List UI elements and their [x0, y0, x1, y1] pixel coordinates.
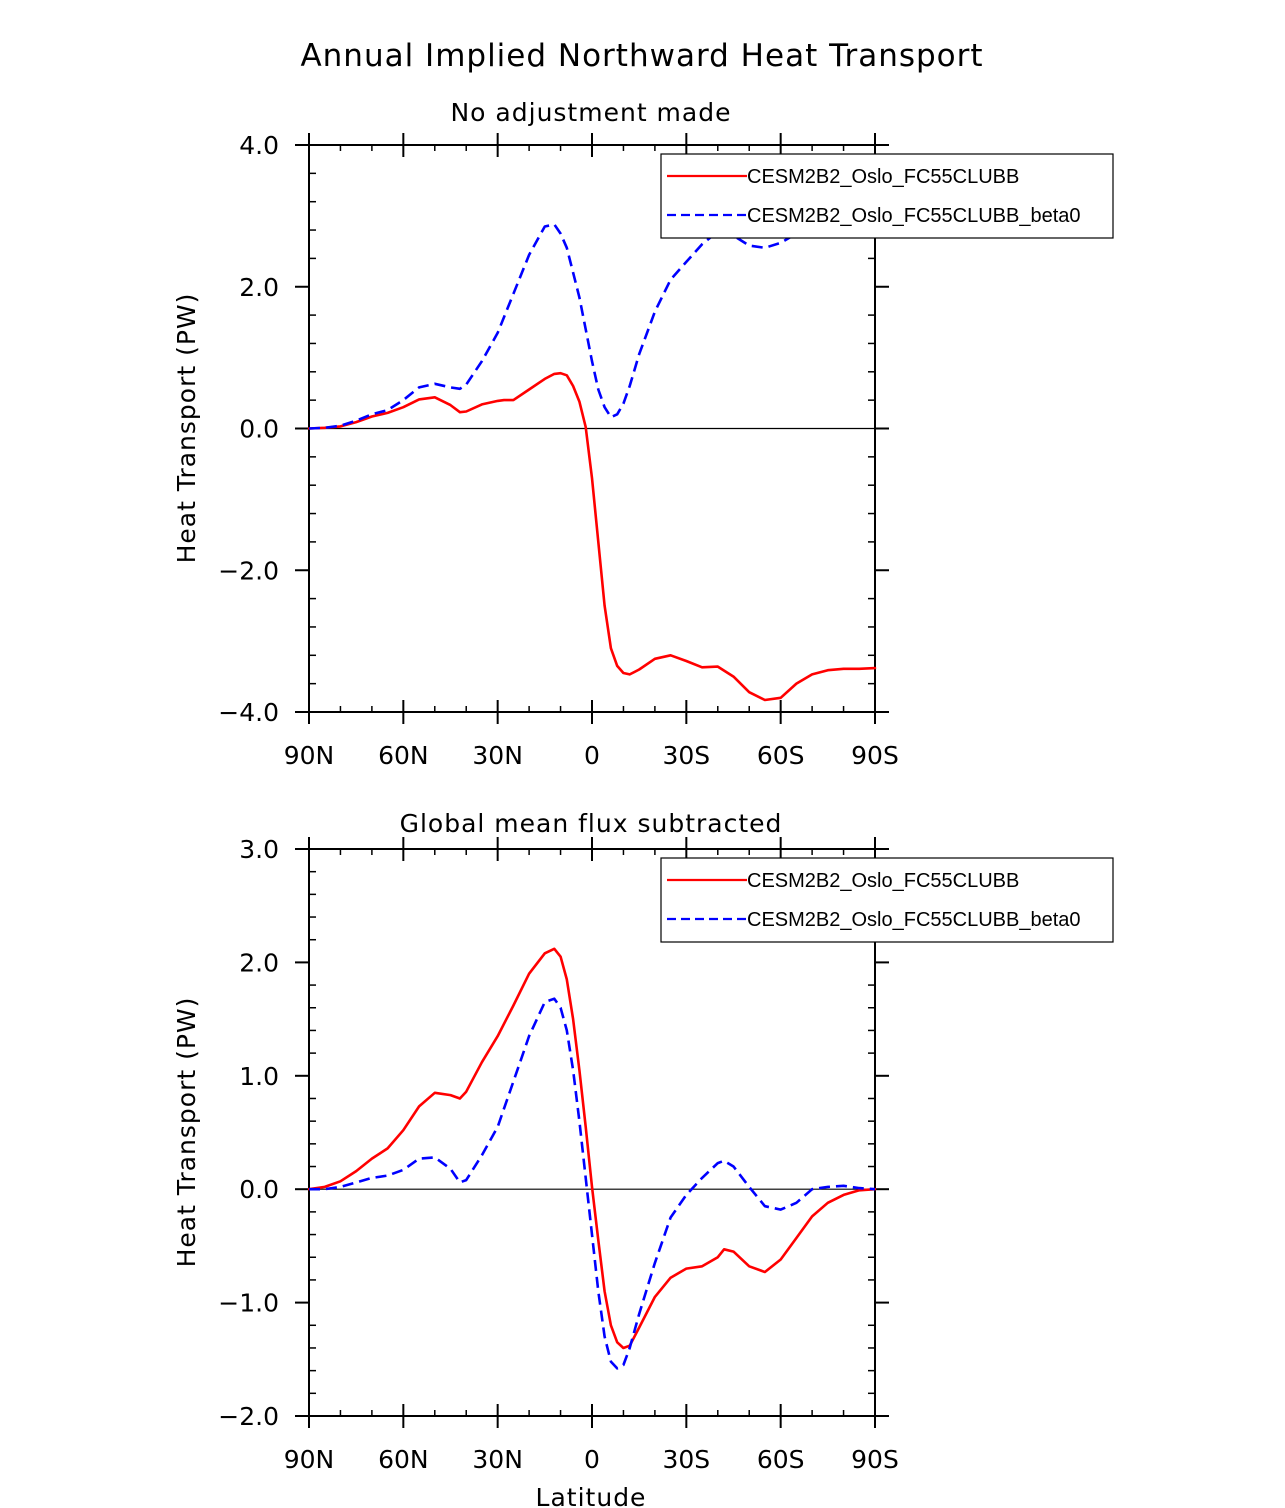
x-tick-label: 30N	[472, 1445, 523, 1474]
series-line-clubb	[307, 371, 877, 702]
x-tick-label: 60S	[757, 1445, 805, 1474]
panel-title: No adjustment made	[450, 98, 731, 127]
legend-label: CESM2B2_Oslo_FC55CLUBB_beta0	[747, 909, 1081, 931]
series-line-clubb-beta0	[309, 997, 876, 1370]
panel-no-adjustment: No adjustment made Heat Transport (PW) 9…	[172, 98, 1114, 770]
y-tick-label: −4.0	[218, 698, 279, 727]
x-tick-label: 30S	[662, 1445, 710, 1474]
figure-title: Annual Implied Northward Heat Transport	[300, 38, 983, 74]
x-tick-label: 90N	[284, 741, 335, 770]
y-tick-label: −2.0	[218, 1402, 279, 1431]
y-tick-label: 3.0	[239, 835, 279, 864]
y-axis-label: Heat Transport (PW)	[172, 997, 201, 1268]
series-line-clubb	[307, 947, 877, 1350]
y-tick-label: −1.0	[218, 1289, 279, 1318]
y-tick-label: 4.0	[239, 131, 279, 160]
x-tick-label: 90S	[851, 1445, 899, 1474]
series-line-clubb-beta0	[308, 214, 876, 430]
y-tick-label: 0.0	[239, 415, 279, 444]
y-axis-label: Heat Transport (PW)	[172, 293, 201, 564]
legend-label: CESM2B2_Oslo_FC55CLUBB_beta0	[747, 205, 1081, 227]
x-tick-label: 0	[584, 741, 600, 770]
legend-label: CESM2B2_Oslo_FC55CLUBB	[747, 870, 1019, 892]
legend-box	[660, 857, 1114, 943]
y-tick-label: 2.0	[239, 273, 279, 302]
y-tick-label: 1.0	[239, 1062, 279, 1091]
x-tick-label: 60N	[378, 1445, 429, 1474]
legend-label: CESM2B2_Oslo_FC55CLUBB	[747, 166, 1019, 188]
x-tick-label: 30S	[662, 741, 710, 770]
x-tick-label: 0	[584, 1445, 600, 1474]
x-tick-label: 60N	[378, 741, 429, 770]
panel-global-mean-subtracted: Global mean flux subtracted Heat Transpo…	[172, 809, 1114, 1508]
panel-title: Global mean flux subtracted	[400, 809, 783, 838]
x-tick-label: 30N	[472, 741, 523, 770]
y-tick-label: −2.0	[218, 556, 279, 585]
x-axis-label: Latitude	[536, 1483, 647, 1508]
legend-box	[660, 153, 1114, 239]
x-tick-label: 60S	[757, 741, 805, 770]
x-tick-label: 90S	[851, 741, 899, 770]
x-tick-label: 90N	[284, 1445, 335, 1474]
y-tick-label: 2.0	[239, 948, 279, 977]
y-tick-label: 0.0	[239, 1175, 279, 1204]
